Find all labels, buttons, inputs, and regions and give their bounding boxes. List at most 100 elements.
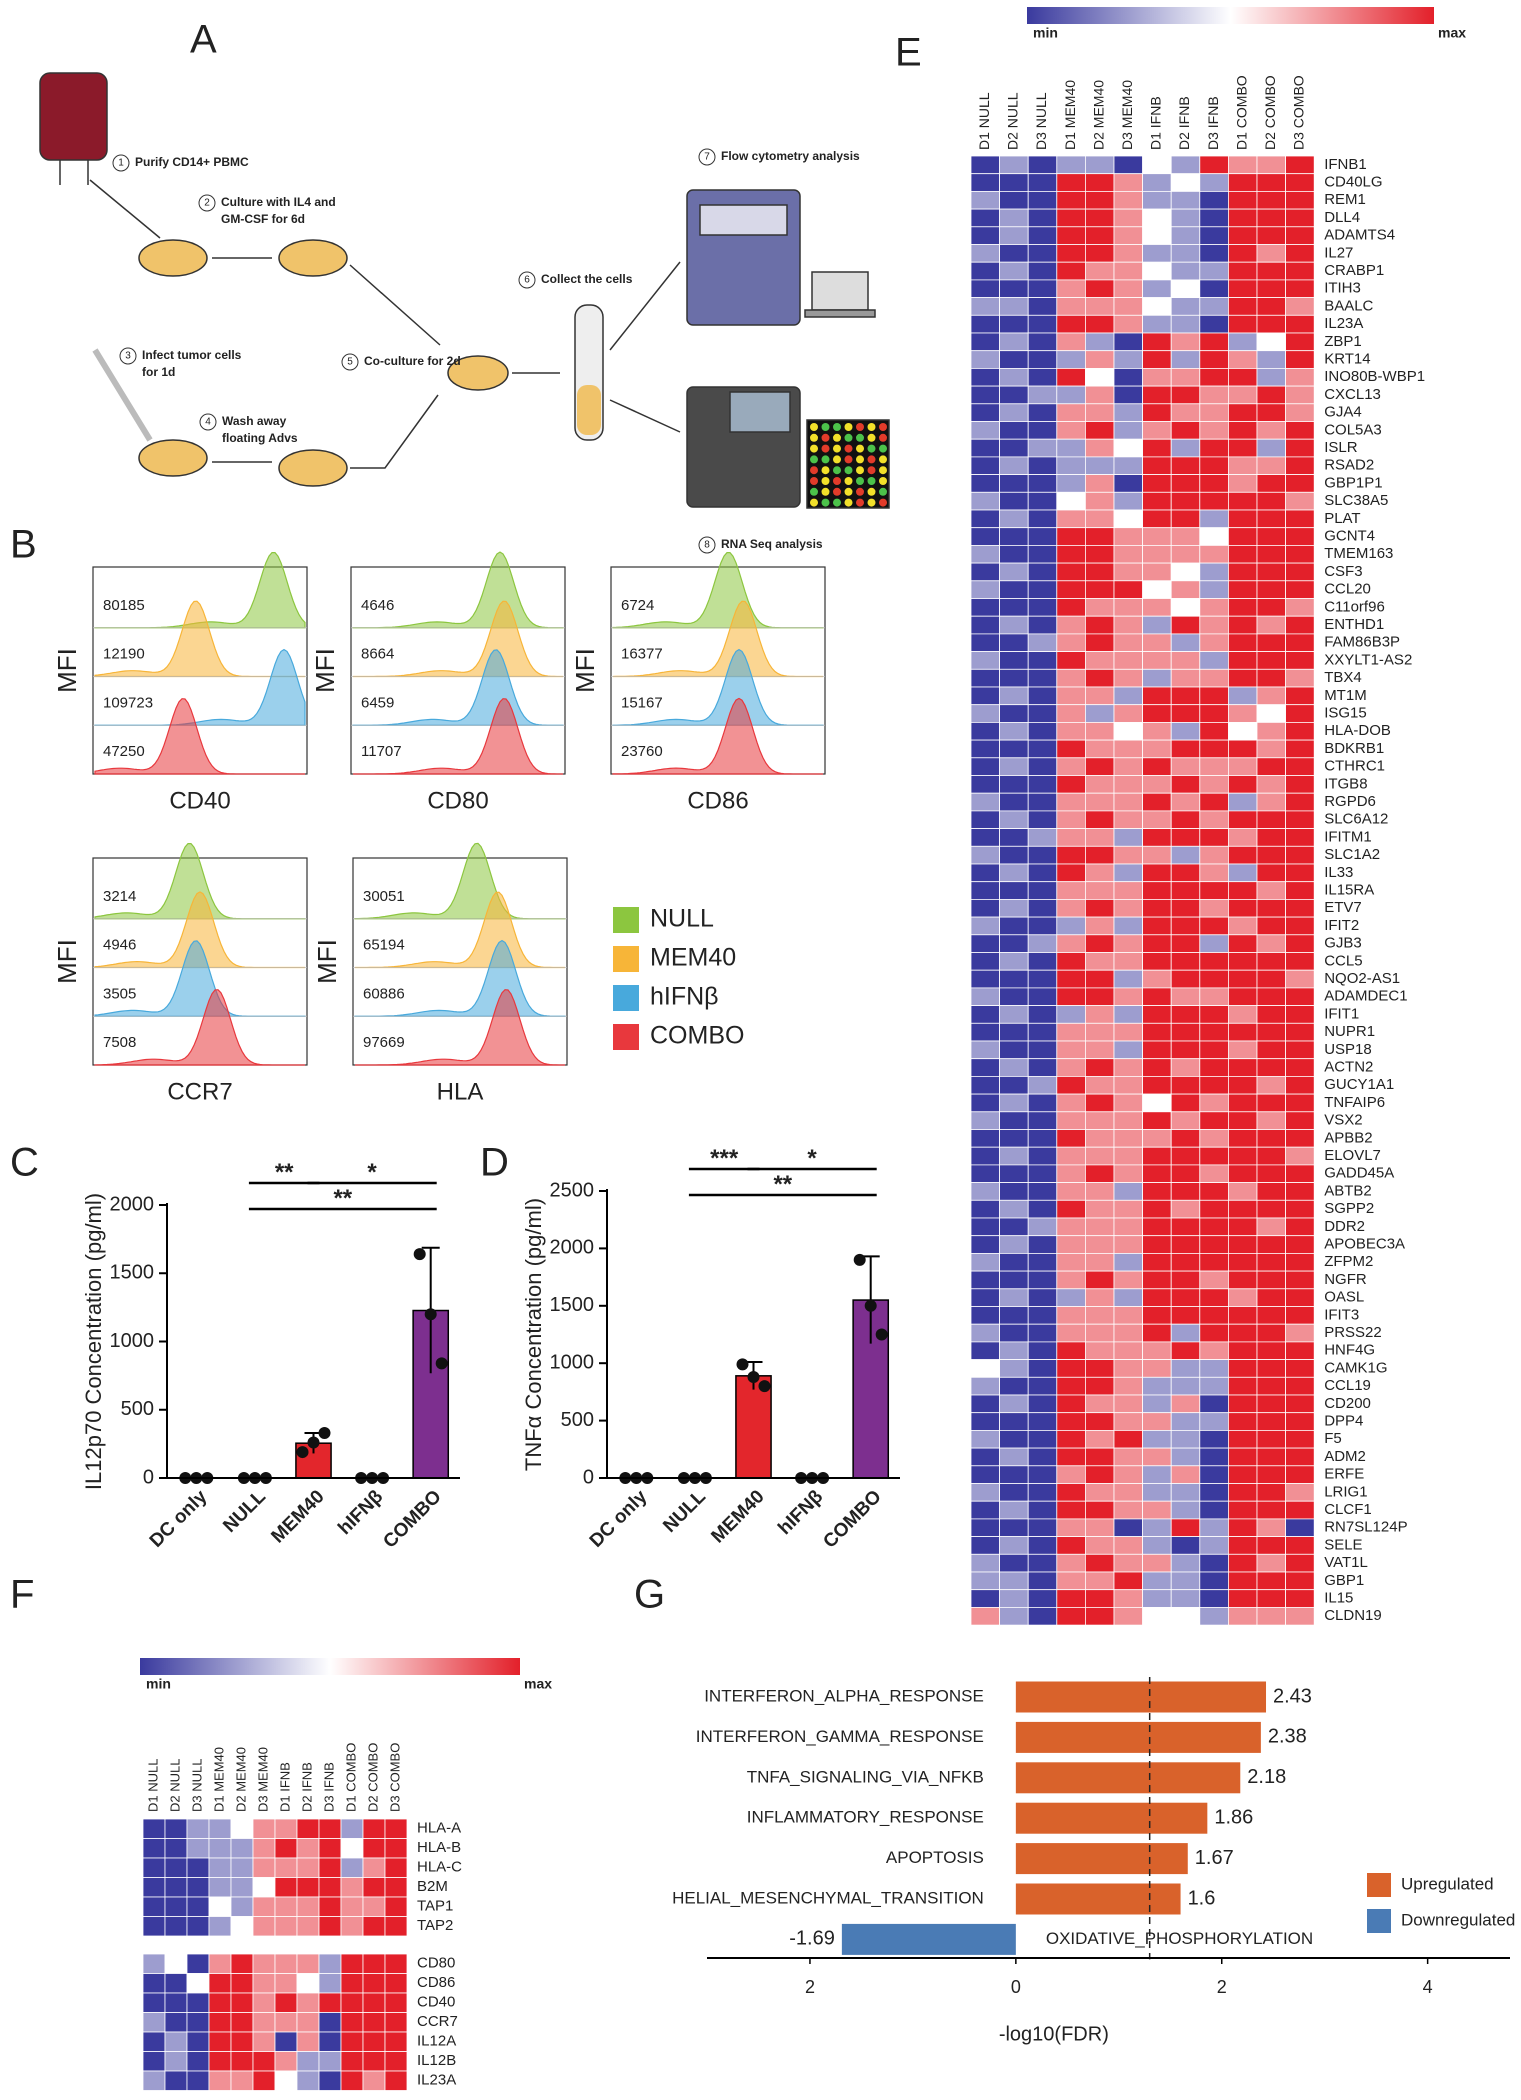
heatmap-cell [999, 208, 1029, 228]
color-legend [1027, 7, 1434, 24]
heatmap-cell [1027, 633, 1058, 653]
row-label: REM1 [1324, 191, 1366, 208]
heatmap-cell [1142, 1323, 1172, 1343]
heatmap-cell [999, 367, 1029, 387]
heatmap-cell [252, 1857, 276, 1878]
heatmap-cell [1085, 1253, 1115, 1272]
heatmap-cell [1256, 739, 1287, 759]
grid-dot [879, 466, 887, 475]
step-text: Infect tumor cells [142, 348, 242, 362]
heatmap-cell [1285, 899, 1315, 918]
grid-dot [833, 455, 841, 464]
heatmap-cell [999, 899, 1029, 918]
heatmap-cell [1199, 1394, 1229, 1414]
heatmap-cell [1170, 1235, 1201, 1254]
heatmap-cell [1170, 1005, 1201, 1024]
heatmap-cell [1285, 1359, 1315, 1378]
heatmap-cell [1085, 456, 1115, 475]
heatmap-cell [1056, 580, 1086, 599]
heatmap-cell [1027, 1341, 1058, 1361]
row-label: CSF3 [1324, 563, 1362, 580]
heatmap-cell [1256, 722, 1287, 741]
heatmap-cell [1085, 1022, 1115, 1042]
heatmap-cell [1056, 1607, 1086, 1626]
heatmap-cell [1170, 1217, 1201, 1237]
heatmap-cell [1285, 916, 1315, 936]
heatmap-cell [1256, 704, 1287, 723]
heatmap-cell [1085, 1111, 1115, 1130]
heatmap-cell [1170, 1571, 1201, 1591]
heatmap-cell [1113, 474, 1144, 493]
heatmap-cell [1027, 1500, 1058, 1520]
heatmap-cell [1142, 279, 1172, 298]
heatmap-cell [1142, 1500, 1172, 1520]
heatmap-cell [1256, 828, 1287, 847]
heatmap-cell [318, 1992, 342, 2013]
heatmap-cell [1170, 934, 1201, 953]
x-tick-label: 2 [1217, 1977, 1227, 1997]
heatmap-cell [1056, 792, 1086, 812]
heatmap-cell [1085, 1093, 1115, 1113]
heatmap-cell [1228, 1288, 1258, 1307]
bar [1015, 1762, 1241, 1794]
heatmap-cell [1113, 527, 1144, 546]
heatmap-cell [1113, 190, 1144, 210]
heatmap-cell [1142, 1093, 1172, 1113]
mfi-value: 3214 [103, 888, 136, 905]
heatmap-cell [318, 1818, 342, 1839]
heatmap-cell [999, 279, 1029, 298]
heatmap-cell [164, 2051, 188, 2072]
x-tick-label: 4 [1423, 1977, 1433, 1997]
heatmap-cell [1142, 509, 1172, 529]
step-text: Wash away [222, 414, 287, 428]
heatmap-cell [1285, 279, 1315, 298]
heatmap-cell [1170, 1589, 1201, 1608]
heatmap-cell [1113, 969, 1144, 989]
heatmap-cell [142, 1916, 166, 1937]
grid-dot [867, 444, 876, 453]
heatmap-cell [1285, 1235, 1315, 1254]
heatmap-cell [1027, 1359, 1058, 1378]
heatmap-cell [1228, 952, 1258, 971]
heatmap-cell [1228, 969, 1258, 989]
heatmap-cell [340, 1877, 364, 1898]
heatmap-cell [1256, 1164, 1287, 1184]
heatmap-cell [999, 1306, 1029, 1325]
heatmap-cell [1056, 1164, 1086, 1184]
heatmap-cell [1085, 651, 1115, 670]
row-label: ISLR [1324, 439, 1358, 456]
heatmap-cell [1199, 332, 1229, 352]
heatmap-cell [1027, 757, 1058, 776]
heatmap-cell [1285, 332, 1315, 352]
mfi-axis-label: MFI [570, 648, 600, 693]
heatmap-cell [1113, 668, 1144, 688]
heatmap-cell [1113, 173, 1144, 192]
heatmap-cell [1085, 1571, 1115, 1591]
row-label: LRIG1 [1324, 1483, 1367, 1500]
row-label: IL12B [417, 2052, 456, 2069]
heatmap-cell [1056, 1253, 1086, 1272]
heatmap-cell [230, 2051, 254, 2072]
heatmap-cell [1256, 297, 1287, 316]
heatmap-cell [970, 367, 1001, 387]
heatmap-cell [1256, 1288, 1287, 1307]
heatmap-cell [1142, 456, 1172, 475]
heatmap-cell [1027, 1182, 1058, 1201]
heatmap-cell [1056, 1394, 1086, 1414]
heatmap-cell [999, 350, 1029, 369]
mfi-value: 30051 [363, 888, 405, 905]
heatmap-cell [1228, 916, 1258, 936]
grid-dot [810, 444, 818, 453]
heatmap-cell [230, 2031, 254, 2052]
heatmap-cell [1113, 545, 1144, 564]
legend-label: hIFNβ [650, 983, 719, 1011]
heatmap-cell [970, 722, 1001, 741]
row-label: ZFPM2 [1324, 1253, 1373, 1270]
heatmap-cell [1228, 527, 1258, 546]
heatmap-cell [1285, 969, 1315, 989]
heatmap-cell [1142, 1058, 1172, 1077]
heatmap-cell [1056, 810, 1086, 830]
heatmap-cell [1056, 1076, 1086, 1095]
heatmap-cell [1199, 1306, 1229, 1325]
heatmap-cell [186, 2070, 210, 2091]
